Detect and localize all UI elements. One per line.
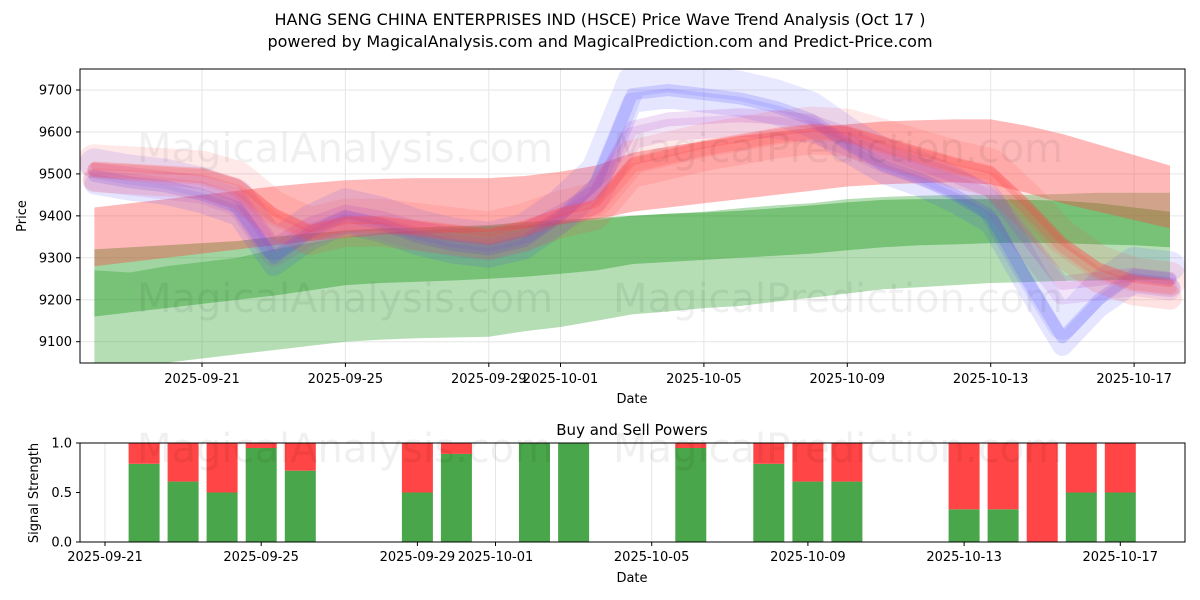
price-y-axis-label: Price (15, 200, 30, 232)
red-wave-line (80, 106, 1185, 296)
sell-bar (753, 443, 785, 464)
sell-bar (128, 443, 160, 464)
signal-watermarks: MagicalAnalysis.com MagicalPrediction.co… (137, 426, 1063, 472)
watermark-analysis-bottom: MagicalAnalysis.com (137, 426, 553, 472)
signal-y-tick-label: 1.0 (51, 437, 72, 452)
signal-x-axis-label: Date (616, 571, 647, 586)
price-x-tick-label: 2025-10-17 (1096, 372, 1172, 387)
sell-bar (1026, 443, 1058, 542)
green-band-upper (94, 199, 1170, 317)
signal-x-tick-label: 2025-10-01 (458, 550, 534, 565)
chart-title-line1: HANG SENG CHINA ENTERPRISES IND (HSCE) P… (275, 10, 926, 29)
price-y-tick-label: 9300 (39, 251, 72, 266)
red-band-wide (94, 119, 1170, 267)
signal-bars (128, 443, 1136, 542)
signal-x-tick-label: 2025-10-05 (614, 550, 690, 565)
signal-x-tick-label: 2025-10-09 (770, 550, 846, 565)
watermark-prediction-bottom: MagicalPrediction.com (613, 426, 1063, 472)
signal-x-tick-label: 2025-10-17 (1083, 550, 1159, 565)
sell-bar (831, 443, 863, 482)
price-panel: MagicalAnalysis.com MagicalPrediction.co… (15, 68, 1186, 407)
signal-x-tick-label: 2025-10-13 (926, 550, 1002, 565)
sell-bar (206, 443, 238, 493)
buy-bar (753, 463, 785, 542)
price-y-tick-label: 9100 (39, 335, 72, 350)
buy-bar (284, 470, 316, 542)
price-y-tick-label: 9500 (39, 167, 72, 182)
price-x-tick-label: 2025-09-29 (451, 372, 527, 387)
signal-x-tick-label: 2025-09-29 (380, 550, 456, 565)
sell-bar (167, 443, 199, 482)
signal-x-ticks: 2025-09-21 2025-09-25 2025-09-29 2025-10-01… (67, 542, 1158, 565)
buy-bar (675, 447, 707, 542)
signal-x-tick-label: 2025-09-21 (67, 550, 143, 565)
price-x-tick-label: 2025-10-05 (666, 372, 742, 387)
blue-wave-line (88, 84, 1176, 344)
buy-bar (245, 447, 277, 542)
purple-wave-line (87, 108, 1177, 290)
buy-bar (167, 481, 199, 542)
buy-bar (792, 481, 824, 542)
price-y-tick-label: 9400 (39, 209, 72, 224)
sell-bar (1104, 443, 1136, 493)
watermark-prediction-top: MagicalPrediction.com (613, 126, 1063, 172)
price-y-ticks: 9100 9200 9300 9400 9500 9600 9700 (39, 84, 80, 350)
buy-bar (1065, 492, 1097, 542)
buy-bar (440, 453, 472, 542)
buy-bar (558, 443, 590, 542)
price-x-tick-label: 2025-10-01 (523, 372, 599, 387)
blue-wave-line (80, 69, 1185, 340)
signal-y-ticks: 0.0 0.5 1.0 (51, 437, 80, 551)
red-wave-line (90, 123, 1174, 287)
sell-bar (440, 443, 472, 454)
blue-wave-line (84, 88, 1180, 356)
red-wave-line (82, 130, 1182, 310)
price-x-axis-label: Date (616, 392, 647, 407)
buy-bar (1104, 492, 1136, 542)
price-y-tick-label: 9600 (39, 125, 72, 140)
buy-bar (948, 509, 980, 542)
price-x-tick-label: 2025-10-13 (953, 372, 1029, 387)
watermark-analysis-top: MagicalAnalysis.com (137, 126, 553, 172)
buy-bar (519, 443, 550, 542)
sell-bar (1065, 443, 1097, 493)
price-grid (80, 69, 1185, 363)
signal-panel: Buy and Sell Powers MagicalAnalysis.com … (27, 421, 1186, 586)
sell-bar (245, 443, 277, 448)
sell-bar (948, 443, 980, 510)
watermark-prediction-mid: MagicalPrediction.com (613, 276, 1063, 322)
signal-panel-title: Buy and Sell Powers (556, 421, 708, 439)
sell-bar (792, 443, 824, 482)
green-band-lower (94, 192, 1170, 363)
price-x-tick-label: 2025-09-21 (164, 372, 240, 387)
price-x-ticks: 2025-09-21 2025-09-25 2025-09-292025-10-01… (164, 363, 1172, 387)
chart-title-line2: powered by MagicalAnalysis.com and Magic… (267, 32, 932, 51)
price-y-tick-label: 9700 (39, 84, 72, 99)
purple-wave-line (83, 114, 1181, 305)
price-wave-series (80, 69, 1185, 363)
buy-bar (987, 509, 1019, 542)
sell-bar (675, 443, 707, 448)
buy-bar (401, 492, 433, 542)
buy-bar (128, 463, 160, 542)
buy-bar (831, 481, 863, 542)
price-y-tick-label: 9200 (39, 293, 72, 308)
signal-x-tick-label: 2025-09-25 (223, 550, 299, 565)
sell-bar (401, 443, 433, 493)
red-wave-line (87, 124, 1177, 295)
signal-y-axis-label: Signal Strength (27, 443, 42, 543)
buy-bar (206, 492, 238, 542)
price-x-tick-label: 2025-09-25 (308, 372, 384, 387)
price-x-tick-label: 2025-10-09 (810, 372, 886, 387)
sell-bar (284, 443, 316, 471)
watermark-analysis-mid: MagicalAnalysis.com (137, 276, 553, 322)
price-watermarks: MagicalAnalysis.com MagicalPrediction.co… (137, 126, 1063, 322)
signal-y-tick-label: 0.0 (51, 536, 72, 551)
sell-bar (987, 443, 1019, 510)
signal-y-tick-label: 0.5 (51, 486, 72, 501)
